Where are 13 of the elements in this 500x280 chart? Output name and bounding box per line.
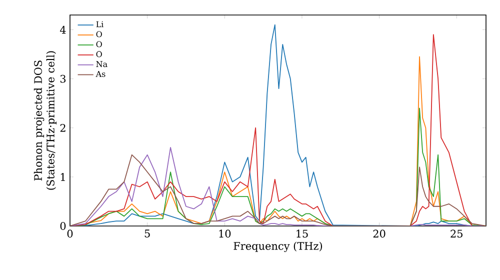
x-tick-label: 25 [450,230,462,238]
x-tick-label: 0 [67,230,73,238]
y-tick-label: 3 [60,74,66,83]
y-tick-label: 4 [60,26,66,34]
y-tick-label: 2 [60,124,66,132]
x-tick-label: 5 [144,230,150,238]
x-tick-label: 15 [296,230,308,238]
y-axis-title: Phonon projected DOS (States/THz·primitive cell) [34,51,56,190]
x-tick-label: 20 [373,230,386,238]
y-tick-label: 0 [60,222,66,230]
y-tick-label: 1 [60,173,65,181]
x-axis-title: Frequency (THz) [234,242,322,252]
x-tick-label: 10 [219,230,231,238]
